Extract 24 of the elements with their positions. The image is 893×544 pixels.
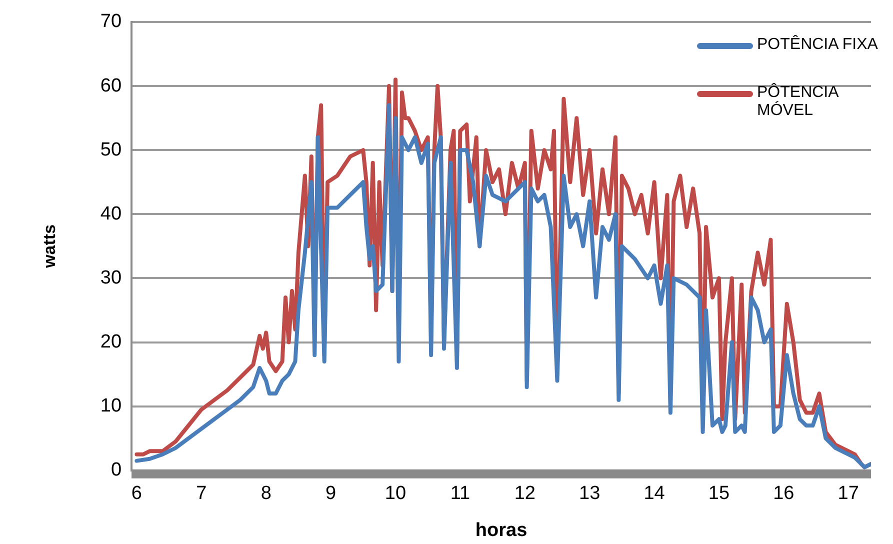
y-tick-label: 50 — [100, 139, 122, 160]
x-tick-label: 6 — [131, 483, 142, 504]
y-tick-label: 40 — [100, 203, 122, 224]
y-tick-label: 70 — [100, 11, 122, 32]
y-tick-label: 10 — [100, 396, 122, 417]
x-tick-label: 15 — [708, 483, 730, 504]
y-tick-label: 0 — [110, 460, 122, 481]
y-tick-label: 30 — [100, 267, 122, 288]
x-tick-label: 8 — [260, 483, 272, 504]
x-tick-label: 11 — [450, 483, 470, 504]
x-tick-label: 17 — [838, 483, 859, 504]
x-tick-label: 10 — [384, 483, 406, 504]
x-axis-title: horas — [475, 520, 528, 541]
legend-label: PÔTENCIA MÓVEL — [757, 84, 840, 120]
y-tick-label: 20 — [100, 332, 122, 353]
x-tick-label: 14 — [644, 483, 666, 504]
x-tick-label: 13 — [579, 483, 600, 504]
y-tick-label: 60 — [100, 75, 122, 96]
x-tick-label: 7 — [196, 483, 207, 504]
legend-label: POTÊNCIA FIXA — [757, 36, 878, 54]
x-tick-label: 9 — [326, 483, 336, 504]
y-axis-title: watts — [40, 224, 59, 269]
x-tick-label: 12 — [514, 483, 536, 504]
x-tick-label: 16 — [773, 483, 794, 504]
